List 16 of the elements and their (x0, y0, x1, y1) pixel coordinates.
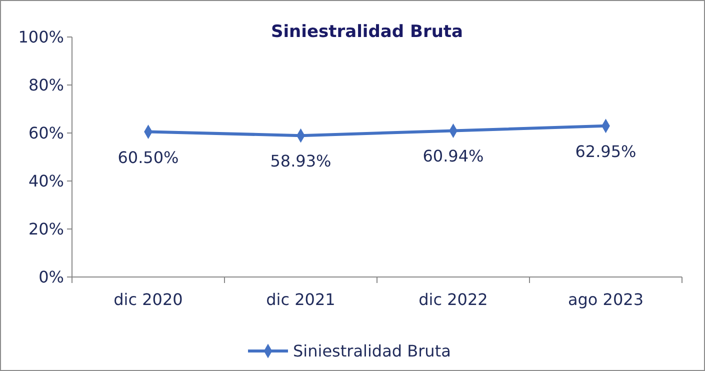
x-tick-label: dic 2021 (266, 290, 336, 309)
y-tick-label: 20% (28, 220, 64, 239)
x-tick-label: dic 2022 (418, 290, 488, 309)
y-tick-label: 80% (28, 76, 64, 95)
data-label: 58.93% (270, 152, 332, 171)
y-tick-label: 0% (38, 268, 64, 287)
data-label: 60.94% (422, 146, 484, 166)
data-label: 60.50% (118, 148, 179, 167)
y-tick-label: 100% (18, 28, 64, 47)
legend-label: Siniestralidad Bruta (293, 342, 451, 361)
chart-title: Siniestralidad Bruta (270, 22, 464, 42)
x-tick-label: ago 2023 (568, 290, 644, 309)
y-tick-label: 40% (28, 172, 64, 191)
y-tick-label: 60% (28, 124, 64, 143)
x-tick-label: dic 2020 (114, 290, 183, 309)
data-label: 62.95% (575, 142, 636, 161)
